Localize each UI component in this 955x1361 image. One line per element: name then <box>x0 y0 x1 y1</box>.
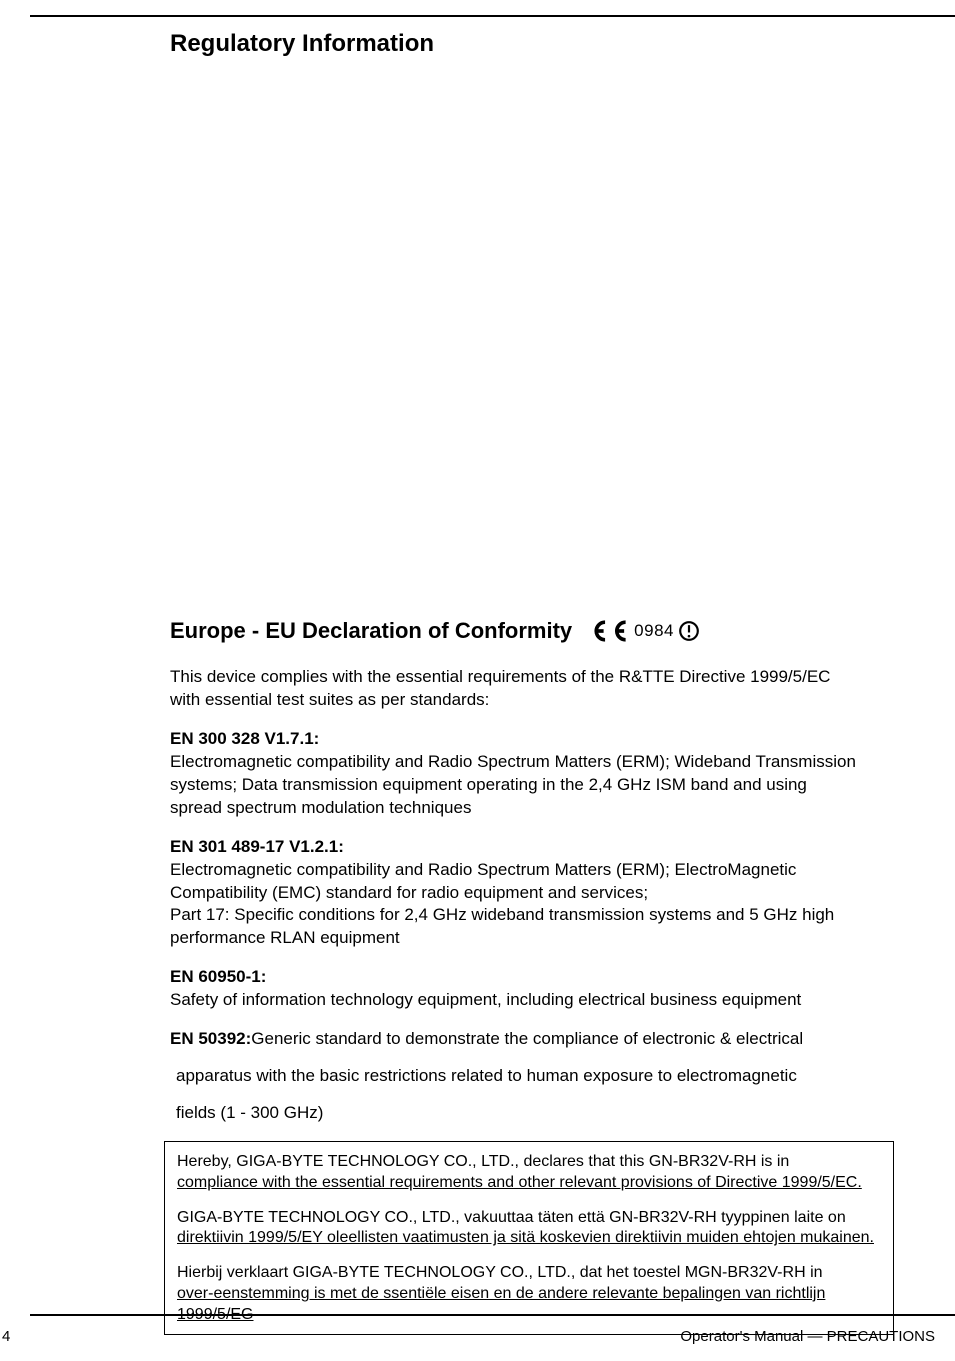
content-area: Regulatory Information Europe - EU Decla… <box>170 30 920 1335</box>
standard-title: EN 301 489-17 V1.2.1: <box>170 836 860 859</box>
page-footer: 4 Operator's Manual — PRECAUTIONS <box>0 1328 935 1345</box>
standard-block: EN 300 328 V1.7.1: Electromagnetic compa… <box>170 728 860 820</box>
declaration-item: Hereby, GIGA-BYTE TECHNOLOGY CO., LTD., … <box>177 1152 881 1194</box>
section-heading: Europe - EU Declaration of Conformity <box>170 618 572 644</box>
declaration-item: Hierbij verklaart GIGA-BYTE TECHNOLOGY C… <box>177 1263 881 1325</box>
section-heading-row: Europe - EU Declaration of Conformity 09… <box>170 618 920 644</box>
en50392-line3: fields (1 - 300 GHz) <box>170 1102 890 1125</box>
top-rule <box>30 15 955 17</box>
declaration-item: GIGA-BYTE TECHNOLOGY CO., LTD., vakuutta… <box>177 1208 881 1250</box>
standard-body: Electromagnetic compatibility and Radio … <box>170 859 860 951</box>
standard-body: Safety of information technology equipme… <box>170 989 860 1012</box>
en50392-line1: Generic standard to demonstrate the comp… <box>251 1029 803 1048</box>
ce-icon <box>586 620 630 642</box>
page-number: 4 <box>0 1328 10 1345</box>
alert-icon <box>678 620 700 642</box>
standard-block: EN 301 489-17 V1.2.1: Electromagnetic co… <box>170 836 860 951</box>
bottom-rule <box>30 1314 955 1316</box>
footer-text: Operator's Manual — PRECAUTIONS <box>680 1328 935 1345</box>
declaration-line2: compliance with the essential requiremen… <box>177 1173 881 1194</box>
declaration-line1: Hierbij verklaart GIGA-BYTE TECHNOLOGY C… <box>177 1263 881 1284</box>
standard-block-en50392: EN 50392:Generic standard to demonstrate… <box>170 1028 890 1125</box>
standard-body: Electromagnetic compatibility and Radio … <box>170 751 860 820</box>
declaration-line2: over-eenstemming is met de ssentiële eis… <box>177 1284 881 1326</box>
page-title: Regulatory Information <box>170 30 920 58</box>
declaration-line2: direktiivin 1999/5/EY oleellisten vaatim… <box>177 1228 881 1249</box>
declaration-line1: Hereby, GIGA-BYTE TECHNOLOGY CO., LTD., … <box>177 1152 881 1173</box>
declaration-box: Hereby, GIGA-BYTE TECHNOLOGY CO., LTD., … <box>164 1141 894 1335</box>
ce-number: 0984 <box>634 621 674 641</box>
standard-block: EN 60950-1: Safety of information techno… <box>170 966 860 1012</box>
declaration-line1: GIGA-BYTE TECHNOLOGY CO., LTD., vakuutta… <box>177 1208 881 1229</box>
standard-title: EN 50392: <box>170 1029 251 1048</box>
intro-paragraph: This device complies with the essential … <box>170 666 860 712</box>
ce-mark: 0984 <box>586 620 700 642</box>
standard-title: EN 60950-1: <box>170 966 860 989</box>
en50392-line2: apparatus with the basic restrictions re… <box>170 1065 890 1088</box>
standard-title: EN 300 328 V1.7.1: <box>170 728 860 751</box>
document-page: Regulatory Information Europe - EU Decla… <box>0 0 955 1361</box>
